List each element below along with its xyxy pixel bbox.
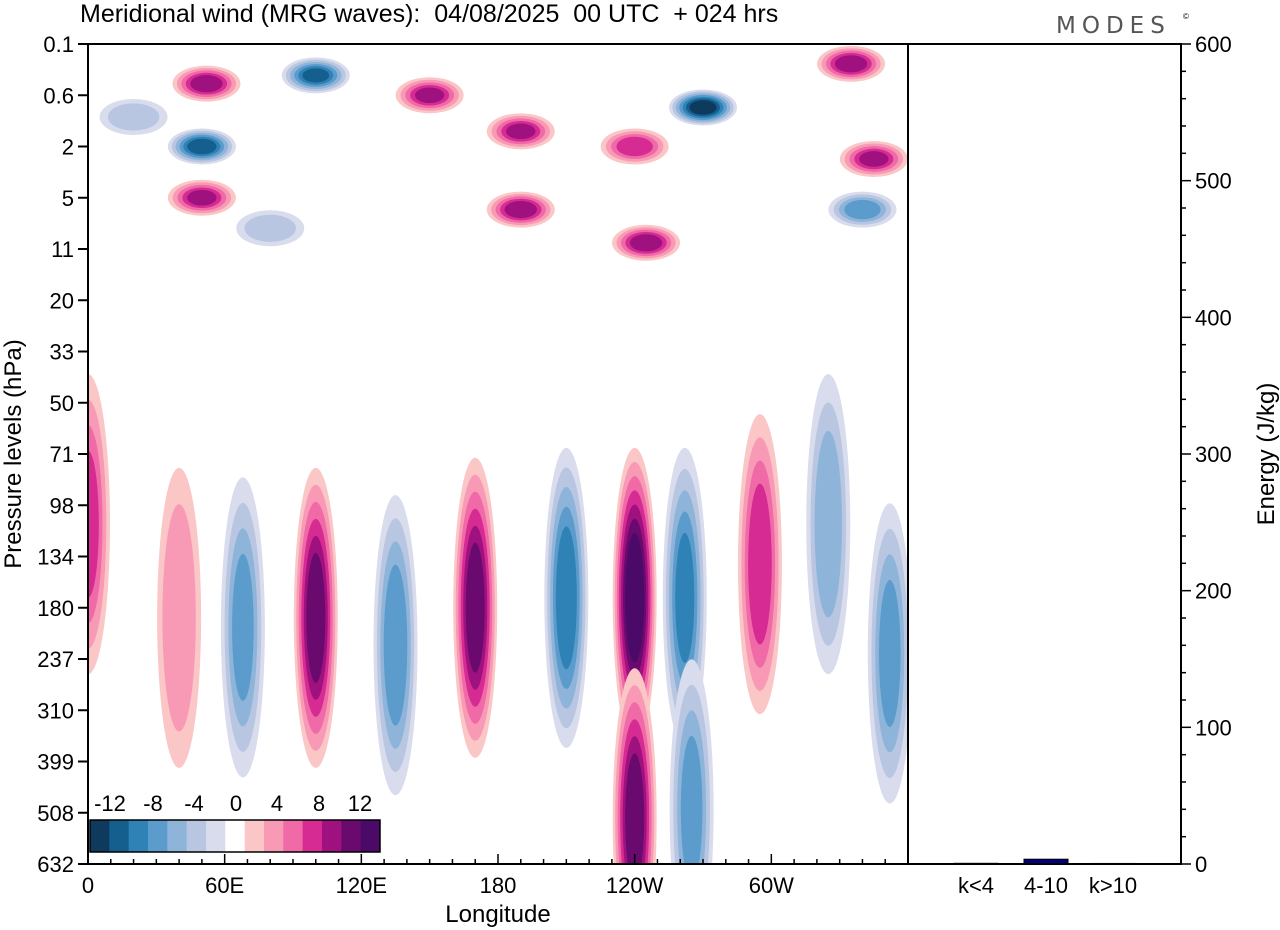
colorbar-label: -12 (94, 791, 126, 816)
colorbar-swatch (244, 820, 265, 852)
longitude-tick-label: 0 (82, 873, 94, 898)
pressure-tick-label: 0.1 (43, 32, 74, 57)
colorbar-label: -8 (143, 791, 163, 816)
colorbar-label: -4 (184, 791, 204, 816)
heatmap-cell-11 (486, 191, 555, 228)
energy-category-label: 4-10 (1024, 873, 1068, 898)
pressure-tick-label: 20 (50, 288, 74, 313)
pressure-tick-label: 33 (50, 340, 74, 365)
energy-tick-label: 200 (1195, 579, 1232, 604)
heatmap-cell-18 (293, 467, 338, 768)
colorbar-swatch (148, 820, 168, 852)
pressure-tick-label: 71 (50, 442, 74, 467)
heatmap-field (88, 45, 908, 864)
colorbar: -12 -8 -4 0 4 8 12 (89, 791, 381, 853)
longitude-axis: 0 60E 120E 180 120W 60W (82, 854, 909, 898)
colorbar-swatch (283, 820, 304, 852)
heatmap-cell-14 (612, 224, 681, 261)
energy-categories: k<4 4-10 k>10 (958, 873, 1137, 898)
pressure-tick-label: 11 (51, 237, 74, 262)
colorbar-label: 0 (230, 791, 242, 816)
energy-tick-label: 0 (1195, 852, 1207, 877)
heatmap-cell-25 (806, 374, 851, 675)
energy-axis-label: Energy (J/kg) (1253, 383, 1280, 526)
energy-category-label: k<4 (958, 873, 994, 898)
longitude-tick-label: 120W (606, 873, 664, 898)
heatmap-cell-3 (669, 89, 737, 126)
longitude-tick-label: 180 (480, 873, 517, 898)
colorbar-swatch (360, 820, 381, 852)
y-axis-label: Pressure levels (hPa) (0, 339, 27, 568)
pressure-tick-label: 98 (50, 493, 74, 518)
heatmap-cell-13 (236, 210, 305, 247)
energy-tick-label: 500 (1195, 169, 1232, 194)
pressure-tick-label: 5 (62, 186, 74, 211)
energy-plot-frame (907, 43, 1182, 865)
energy-tick-label: 600 (1195, 32, 1232, 57)
heatmap-cell-4 (817, 45, 886, 82)
heatmap-cell-8 (600, 128, 669, 165)
heatmap-cell-7 (486, 113, 555, 150)
colorbar-label: 12 (348, 791, 372, 816)
energy-tick-label: 100 (1195, 715, 1232, 740)
colorbar-frame (89, 819, 381, 853)
colorbar-swatch (167, 820, 188, 852)
colorbar-label: 8 (313, 791, 325, 816)
heatmap-cell-21 (544, 447, 589, 748)
heatmap-cell-10 (167, 179, 236, 216)
pressure-tick-label: 632 (37, 852, 74, 877)
colorbar-swatch (341, 820, 362, 852)
pressure-tick-label: 50 (50, 391, 74, 416)
energy-tick-label: 300 (1195, 442, 1232, 467)
colorbar-swatch (128, 820, 149, 852)
colorbar-label: 4 (271, 791, 283, 816)
colorbar-swatch (206, 820, 226, 852)
heatmap-cell-20 (453, 457, 498, 758)
heatmap-cell-5 (99, 98, 168, 135)
heatmap-cell-28 (669, 659, 714, 864)
heatmap-cell-19 (373, 495, 418, 796)
energy-tick-label: 400 (1195, 305, 1232, 330)
pressure-tick-label: 237 (37, 647, 74, 672)
chart-title: Meridional wind (MRG waves): 04/08/2025 … (80, 0, 778, 28)
colorbar-swatch (302, 820, 323, 852)
heatmap-cell-27 (612, 668, 657, 864)
heatmap-cell-22 (612, 447, 657, 748)
heatmap-cell-24 (737, 414, 782, 715)
heatmap-cell-6 (167, 128, 236, 165)
pressure-tick-label: 310 (37, 698, 74, 723)
pressure-axis: 0.1 0.6 2 5 11 20 33 50 71 98 134 180 237 310 399 508 63… (37, 32, 88, 877)
heatmap-cell-26 (867, 503, 908, 804)
main-plot-frame (87, 43, 909, 865)
heatmap-cell-1 (281, 57, 350, 94)
colorbar-swatch (322, 820, 342, 852)
colorbar-swatch (109, 820, 130, 852)
longitude-tick-label: 60W (749, 873, 794, 898)
energy-axis: 0 100 200 300 400 500 600 (1181, 32, 1232, 877)
colorbar-swatch (264, 820, 284, 852)
pressure-tick-label: 399 (37, 750, 74, 775)
pressure-tick-label: 508 (37, 801, 74, 826)
longitude-tick-label: 120E (336, 873, 387, 898)
x-axis-label: Longitude (445, 901, 550, 928)
colorbar-swatch (90, 820, 110, 852)
heatmap-cell-15 (88, 374, 110, 675)
brand-mark: © (1183, 12, 1189, 21)
pressure-tick-label: 0.6 (43, 83, 74, 108)
heatmap-cell-16 (157, 467, 202, 768)
heatmap-cell-0 (172, 65, 241, 102)
longitude-tick-label: 60E (205, 873, 244, 898)
heatmap-cell-2 (395, 77, 464, 114)
energy-category-label: k>10 (1089, 873, 1137, 898)
heatmap-cell-9 (839, 140, 908, 177)
heatmap-cell-17 (220, 477, 265, 778)
pressure-tick-label: 134 (37, 545, 74, 570)
colorbar-swatch (225, 820, 246, 852)
pressure-tick-label: 2 (62, 135, 74, 160)
colorbar-swatch (186, 820, 207, 852)
heatmap-cell-12 (828, 191, 897, 228)
pressure-tick-label: 180 (37, 596, 74, 621)
brand-logo: MODES (1056, 13, 1171, 39)
